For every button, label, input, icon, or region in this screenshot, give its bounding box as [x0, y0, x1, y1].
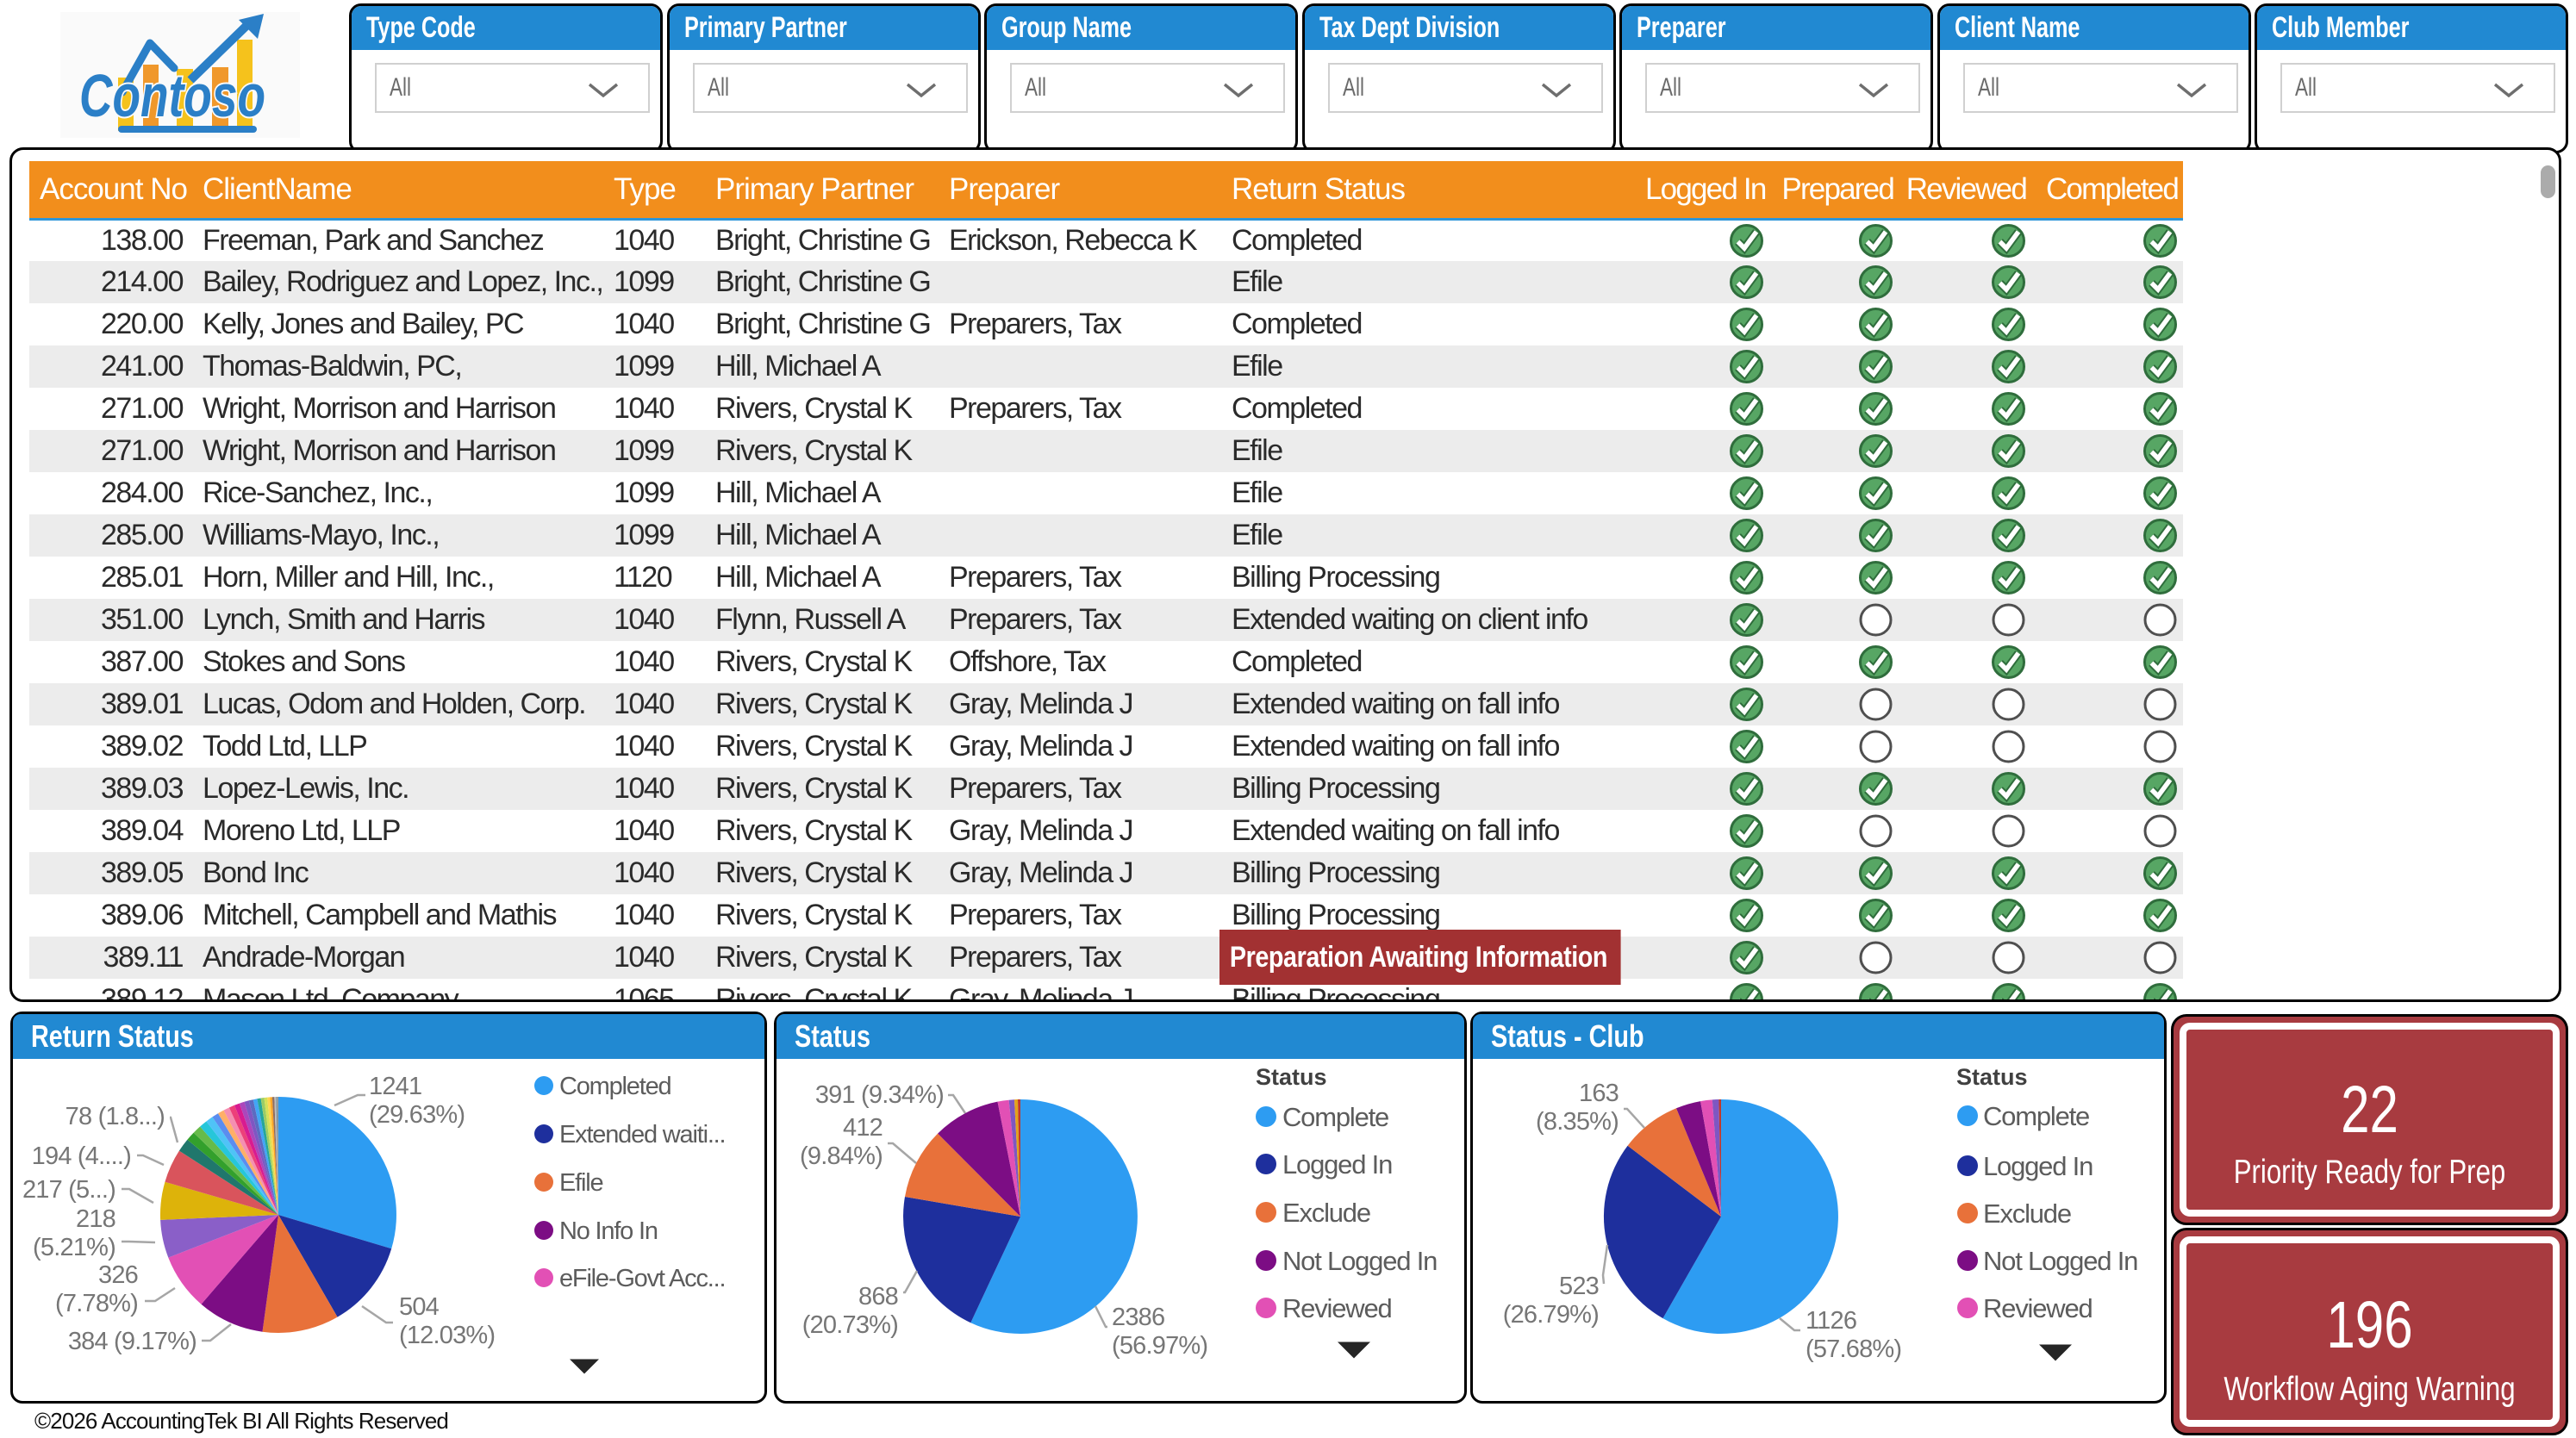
svg-text:Contoso: Contoso — [79, 62, 265, 129]
